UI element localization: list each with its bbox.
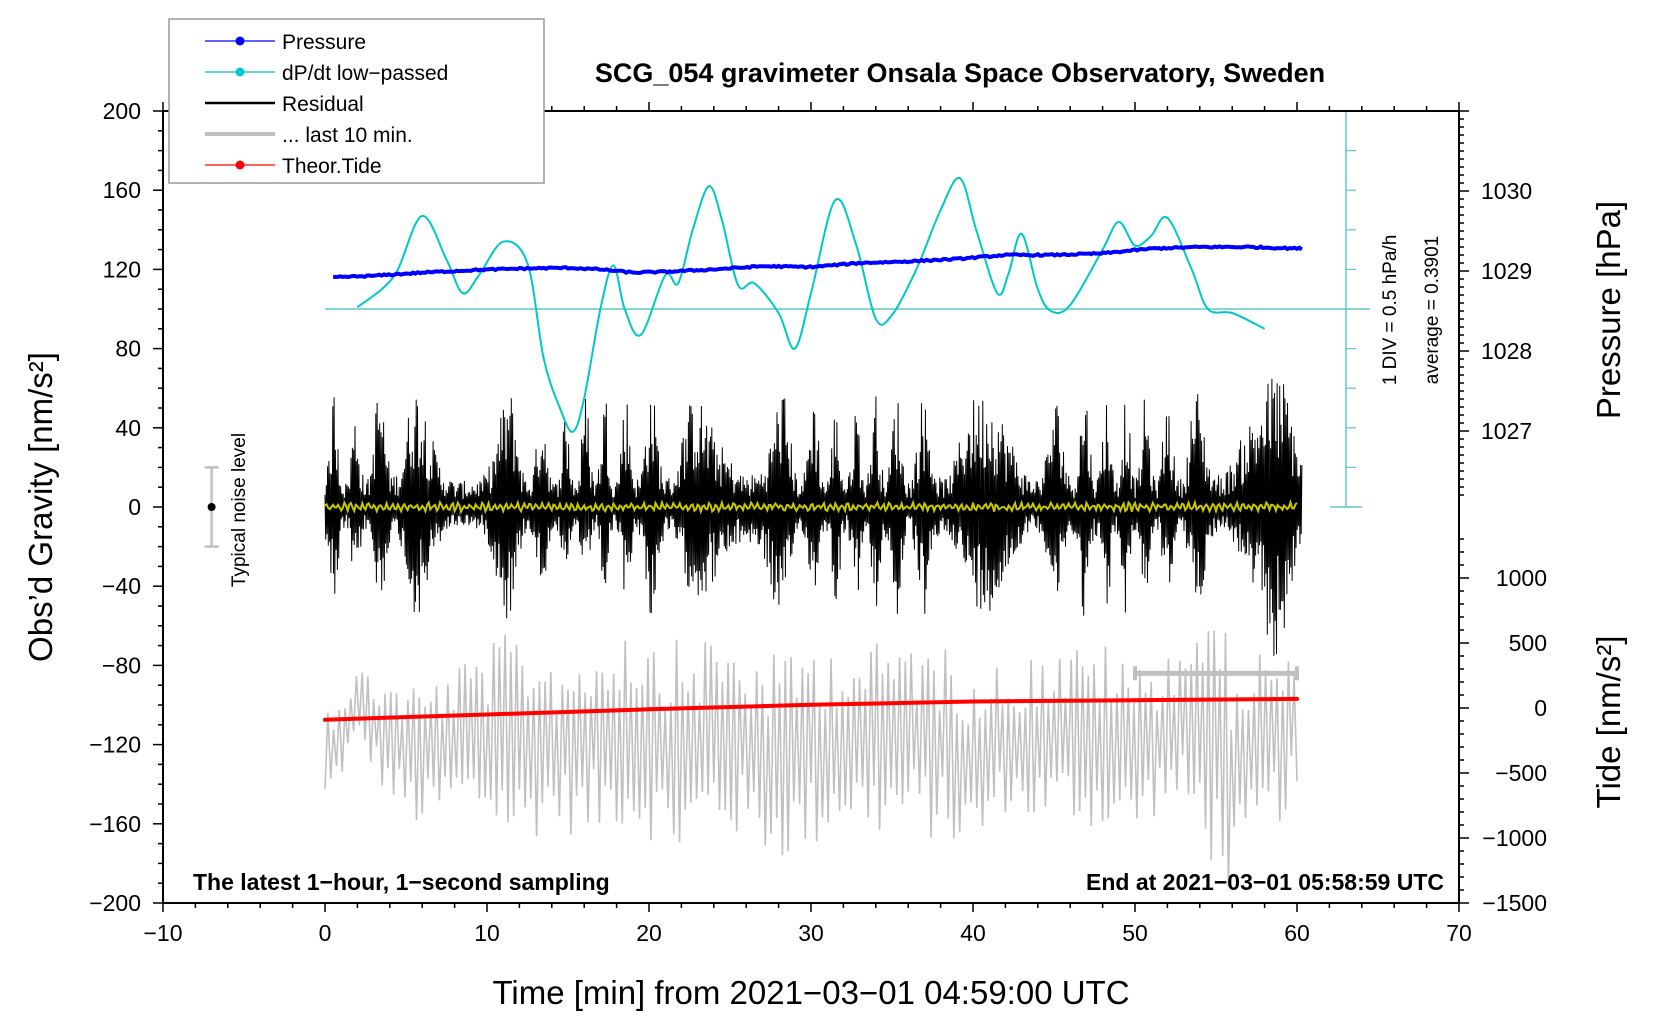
y-tick-label: 120 <box>103 256 141 282</box>
pressure-tick-label: 1027 <box>1481 418 1532 444</box>
tide-tick-label: −1500 <box>1482 890 1547 916</box>
tide-point <box>323 717 327 722</box>
chart-title: SCG_054 gravimeter Onsala Space Observat… <box>595 58 1325 88</box>
tide-point <box>809 702 813 707</box>
pressure-tick-label: 1029 <box>1481 258 1532 284</box>
y-tick-label: 80 <box>115 336 141 362</box>
noise-level-point <box>207 503 216 511</box>
dpdt-average-label: average = 0.3901 <box>1422 236 1443 384</box>
legend-box <box>168 18 545 184</box>
legend-label: Pressure <box>282 31 366 54</box>
pressure-tick-label: 1028 <box>1481 338 1532 364</box>
tide-tick-label: 1000 <box>1496 565 1547 591</box>
x-tick-label: −10 <box>143 920 182 946</box>
legend-marker <box>235 36 245 46</box>
y-tick-label: 40 <box>115 415 141 441</box>
legend-label: dP/dt low−passed <box>282 62 448 85</box>
series-residual <box>324 378 1303 656</box>
y-tick-label: −120 <box>89 732 141 758</box>
y-axis-pressure: 1030 1029 1028 1027 <box>1459 110 1532 496</box>
tide-tick-label: −500 <box>1495 760 1547 786</box>
y-tick-label: 200 <box>103 98 141 124</box>
pressure-tick-label: 1030 <box>1481 178 1532 204</box>
tide-point <box>1133 698 1137 703</box>
y-tick-label: −80 <box>102 652 141 678</box>
annotation-bottom-left: The latest 1−hour, 1−second sampling <box>193 869 610 895</box>
legend-label: Theor.Tide <box>282 155 382 178</box>
tide-point <box>647 707 651 712</box>
x-tick-label: 60 <box>1284 920 1310 946</box>
x-tick-label: 50 <box>1122 920 1148 946</box>
y-tick-label: −200 <box>89 890 141 916</box>
x-tick-label: 20 <box>636 920 662 946</box>
y-tick-label: 0 <box>128 494 141 520</box>
series-last-10-min <box>324 630 1298 887</box>
tide-tick-label: 0 <box>1534 695 1547 721</box>
x-tick-label: 0 <box>319 920 332 946</box>
dpdt-div-label: 1 DIV = 0.5 hPa/h <box>1380 235 1401 386</box>
y-axis-pressure-title: Pressure [hPa] <box>1590 201 1627 419</box>
tide-point <box>485 712 489 717</box>
tide-point <box>971 699 975 704</box>
legend-marker <box>235 67 245 77</box>
x-axis: −10 0 10 20 30 40 50 60 70 <box>143 102 1472 946</box>
y-axis-tide-title: Tide [nm/s²] <box>1590 636 1627 809</box>
legend: Pressure dP/dt low−passed Residual ... last… <box>168 18 545 184</box>
tide-tick-label: −1000 <box>1482 825 1547 851</box>
y-tick-label: −160 <box>89 811 141 837</box>
plot-area <box>204 110 1370 887</box>
series-mean-residual <box>324 498 1298 515</box>
legend-label: ... last 10 min. <box>282 124 413 147</box>
x-tick-label: 10 <box>474 920 500 946</box>
y-tick-label: 160 <box>103 177 141 203</box>
y-axis-left: 200 160 120 80 40 0 −40 −80 −120 −160 −200 <box>89 98 163 916</box>
y-tick-label: −40 <box>102 573 141 599</box>
legend-label: Residual <box>282 93 364 116</box>
tide-point <box>1295 696 1299 701</box>
x-tick-label: 70 <box>1446 920 1472 946</box>
noise-level-label: Typical noise level <box>229 433 250 587</box>
x-tick-label: 40 <box>960 920 986 946</box>
y-axis-tide: 1000 500 0 −500 −1000 −1500 <box>1459 538 1547 916</box>
x-axis-title: Time [min] from 2021−03−01 04:59:00 UTC <box>492 974 1129 1011</box>
tide-tick-label: 500 <box>1509 630 1547 656</box>
x-tick-label: 30 <box>798 920 824 946</box>
annotation-bottom-right: End at 2021−03−01 05:58:59 UTC <box>1086 869 1444 895</box>
series-dpdt <box>356 177 1266 433</box>
legend-marker <box>235 160 245 170</box>
y-axis-left-title: Obs’d Gravity [nm/s²] <box>22 352 59 662</box>
series-pressure <box>332 244 1303 280</box>
